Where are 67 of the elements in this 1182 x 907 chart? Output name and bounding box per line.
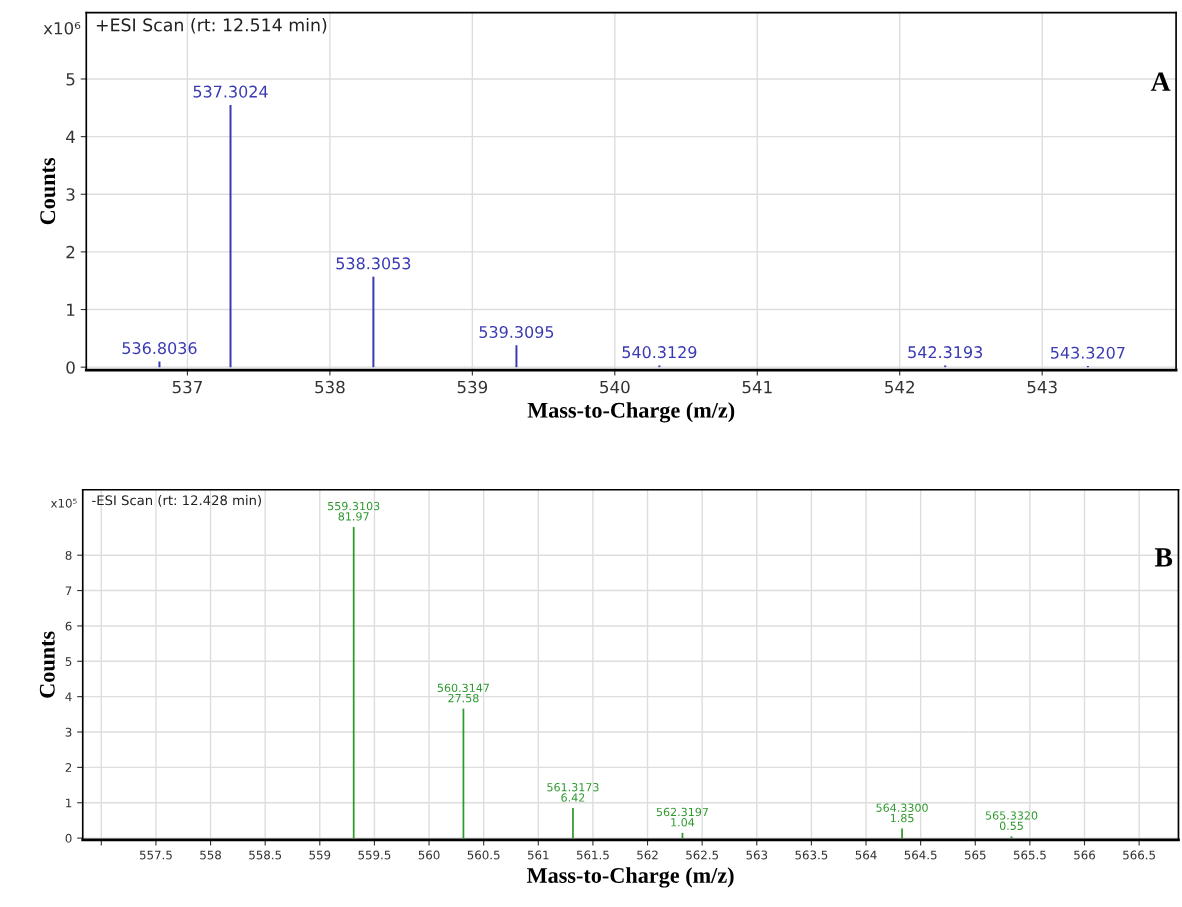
text: x10⁵ — [50, 498, 77, 508]
x-tick-label: 537 — [172, 380, 202, 394]
x-tick-label: 560.5 — [467, 850, 500, 860]
x-tick-label: 540 — [600, 380, 630, 394]
annotation: 537.3024 — [193, 85, 268, 98]
y-tick-label: 1 — [67, 303, 75, 316]
x-tick-label: 538 — [315, 380, 345, 394]
chart-title: -ESI Scan (rt: 12.428 min) — [92, 495, 261, 507]
y-tick-label: 0 — [65, 833, 72, 843]
annotation: 564.3300 1.85 — [876, 803, 928, 823]
x-axis-title: Mass-to-Charge (m/z) — [527, 402, 735, 423]
x-tick-label: 541 — [742, 380, 772, 394]
x-tick-label: 539 — [457, 380, 488, 394]
annotation: 543.3207 — [1050, 346, 1125, 359]
annotation: 561.3173 6.42 — [547, 783, 599, 802]
x-tick-label: 562 — [637, 850, 658, 860]
x-tick-label: 563 — [746, 850, 768, 860]
x-tick-label: 560 — [418, 850, 440, 860]
x-tick-label: 561 — [527, 850, 549, 860]
annotation: 565.3320 0.55 — [985, 811, 1038, 831]
x-tick-label: 564.5 — [904, 850, 937, 860]
annotation: 542.3193 — [908, 346, 983, 359]
text: x10⁶ — [43, 21, 81, 35]
x-tick-label: 559 — [309, 850, 331, 860]
bar — [229, 104, 232, 368]
y-tick-label: 5 — [66, 73, 75, 86]
chart-title: +ESI Scan (rt: 12.514 min) — [96, 18, 327, 34]
x-tick-label: 558.5 — [249, 850, 282, 860]
y-tick-label: 3 — [65, 727, 72, 737]
y-tick-label: 4 — [65, 692, 72, 702]
y-tick-label: 3 — [66, 188, 75, 201]
x-tick-label: 558 — [200, 850, 222, 860]
bar — [372, 276, 375, 368]
x-tick-label: 562.5 — [686, 850, 719, 860]
x-tick-label: 557.5 — [139, 850, 172, 860]
x-tick-label: 561.5 — [576, 850, 609, 860]
y-tick-label: 4 — [66, 130, 75, 143]
x-axis-title: Mass-to-Charge (m/z) — [527, 867, 734, 888]
y-tick-label: 5 — [65, 657, 72, 666]
y-tick-label: 6 — [65, 621, 72, 631]
annotation: 562.3197 1.04 — [656, 807, 709, 827]
y-tick-label: 2 — [66, 245, 75, 259]
x-tick-label: 564 — [855, 850, 877, 860]
x-tick-label: 559.5 — [358, 850, 391, 860]
annotation: B — [1154, 548, 1173, 567]
y-tick-label: 8 — [65, 550, 72, 560]
annotation: 536.8036 — [122, 342, 197, 355]
y-tick-label: 0 — [66, 361, 75, 374]
x-tick-label: 565.5 — [1013, 850, 1046, 860]
annotation: A — [1150, 72, 1171, 91]
y-axis-title: Counts — [39, 631, 55, 698]
y-tick-label: 7 — [65, 586, 72, 596]
x-tick-label: 543 — [1027, 380, 1057, 394]
annotation: 538.3053 — [336, 257, 411, 270]
y-axis-title: Counts — [40, 157, 56, 225]
x-tick-label: 563.5 — [795, 850, 828, 860]
annotation: 560.3147 27.58 — [437, 683, 489, 703]
annotation: 559.3103 81.97 — [328, 501, 380, 521]
bar — [515, 345, 518, 368]
annotation: 539.3095 — [479, 325, 554, 339]
y-tick-label: 2 — [65, 763, 72, 772]
x-tick-label: 542 — [885, 380, 914, 394]
x-tick-label: 566.5 — [1123, 850, 1155, 860]
x-tick-label: 565 — [964, 850, 986, 860]
annotation: 540.3129 — [622, 346, 697, 359]
x-tick-label: 566 — [1074, 850, 1096, 860]
y-tick-label: 1 — [66, 798, 72, 808]
